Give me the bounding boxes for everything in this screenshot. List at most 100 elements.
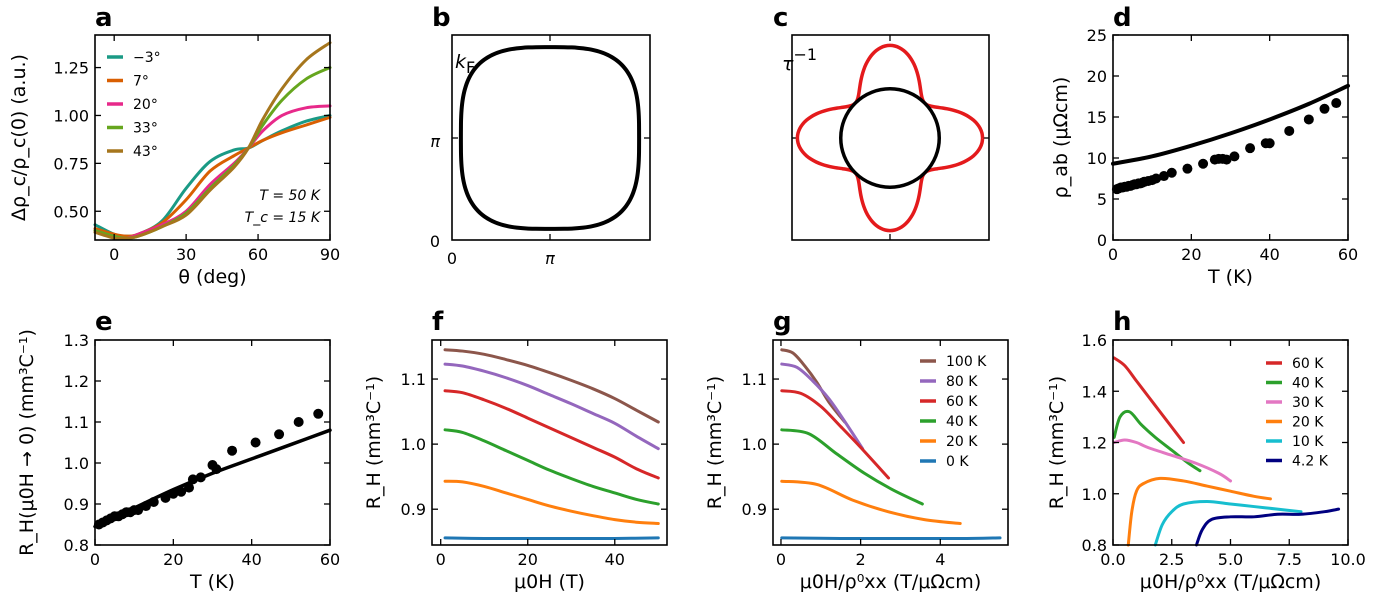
ytick-label-a: 0.75 (53, 154, 89, 173)
xtick-label-a: 90 (320, 245, 340, 264)
xtick-label-e: 0 (90, 550, 100, 569)
ytick-label-g: 1.1 (742, 370, 767, 389)
panel-label-c: c (773, 3, 788, 33)
legend-label-h: 60 K (1292, 356, 1324, 372)
legend-label-g: 0 K (946, 454, 969, 470)
ytick-label-d: 20 (1087, 67, 1107, 86)
panel-label-b: b (432, 3, 451, 33)
panel-b-ytick-0: 0 (430, 232, 440, 251)
data-point-e (160, 492, 171, 503)
annotation-tc: T_c = 15 K (245, 210, 322, 226)
legend-label-h: 40 K (1292, 376, 1324, 392)
ytick-label-d: 5 (1097, 190, 1107, 209)
xtick-label-d: 40 (1259, 245, 1279, 264)
panel-label-a: a (95, 3, 113, 33)
y-axis-label-h: R_H (mm³C⁻¹) (1046, 376, 1068, 509)
series-line-h (1112, 409, 1202, 473)
data-point-d (1158, 171, 1169, 182)
xtick-label-a: 30 (176, 245, 196, 264)
xtick-label-h: 7.5 (1277, 550, 1302, 569)
x-axis-label-a: θ (deg) (178, 266, 246, 288)
legend-label-h: 10 K (1292, 434, 1324, 450)
data-point-d (1264, 138, 1275, 149)
x-axis-label-d: T (K) (1207, 266, 1253, 288)
data-point-d (1182, 163, 1193, 174)
series-line-h (1194, 507, 1341, 547)
xtick-label-h: 10.0 (1330, 550, 1366, 569)
ytick-label-h: 0.8 (1082, 536, 1107, 555)
legend-label-a: 20° (133, 97, 158, 113)
ytick-label-h: 1.6 (1082, 331, 1107, 350)
series-line-g (780, 348, 847, 424)
ytick-label-e: 0.9 (64, 495, 89, 514)
y-axis-label-a: Δρ_c/ρ_c(0) (a.u.) (8, 54, 30, 221)
ytick-label-a: 1.25 (53, 59, 89, 78)
xtick-label-e: 20 (163, 550, 183, 569)
data-point-e (168, 488, 179, 499)
data-point-e (176, 486, 187, 497)
annotation-temperature: T = 50 K (259, 188, 321, 204)
xtick-label-a: 0 (109, 245, 119, 264)
ytick-label-a: 1.00 (53, 106, 89, 125)
series-line-h (1153, 499, 1303, 547)
series-line-h (1112, 438, 1232, 483)
legend-label-a: 7° (133, 74, 149, 90)
series-line-g (780, 536, 1002, 541)
series-line-a (93, 41, 332, 241)
panel-label-d: d (1113, 3, 1132, 33)
legend-label-g: 40 K (946, 414, 978, 430)
panel-b-xtick-pi: π (545, 249, 555, 268)
ytick-label-h: 1.4 (1082, 382, 1107, 401)
ytick-label-d: 0 (1097, 231, 1107, 250)
data-point-e (250, 437, 261, 448)
xtick-label-d: 60 (1338, 245, 1358, 264)
ytick-label-d: 15 (1087, 108, 1107, 127)
xtick-label-g: 4 (935, 550, 945, 569)
data-point-d (1319, 103, 1330, 114)
panel-label-e: e (95, 307, 113, 337)
ytick-label-h: 1.0 (1082, 485, 1107, 504)
data-point-e (133, 505, 144, 516)
kf-label: kF (455, 51, 475, 77)
ytick-label-a: 0.50 (53, 202, 89, 221)
xtick-label-h: 0.0 (1100, 550, 1125, 569)
data-point-e (148, 496, 159, 507)
panel-b-ytick-pi: π (430, 132, 440, 151)
legend-label-g: 100 K (946, 354, 987, 370)
plot-frame-a (94, 34, 331, 241)
series-line-h (1112, 356, 1185, 444)
data-point-d (1221, 154, 1232, 165)
data-point-e (140, 501, 151, 512)
data-point-e (313, 408, 324, 419)
xtick-label-g: 0 (776, 550, 786, 569)
data-point-e (184, 482, 194, 493)
xtick-label-f: 20 (518, 550, 538, 569)
plot-frame-d (1112, 34, 1349, 241)
ytick-label-e: 1.3 (64, 331, 89, 350)
xtick-label-a: 60 (248, 245, 268, 264)
data-point-e (187, 474, 198, 485)
panel-label-h: h (1113, 307, 1132, 337)
legend-label-h: 20 K (1292, 415, 1324, 431)
series-line-g (780, 479, 962, 526)
plot-layer: 0 30 60 900.500.751.001.25θ (deg)Δρ_c/ρ_c(0… (8, 26, 1366, 593)
ytick-label-e: 1.1 (64, 413, 89, 432)
ytick-label-f: 1.0 (401, 435, 426, 454)
x-axis-label-e: T (K) (189, 571, 235, 593)
data-point-d (1229, 151, 1240, 162)
data-point-e (293, 417, 304, 427)
series-line-f (443, 479, 660, 526)
x-axis-label-g: μ0H/ρ⁰xx (T/μΩcm) (800, 571, 981, 593)
isotropic-scattering-curve (839, 87, 941, 189)
plot-frame-c (791, 34, 990, 241)
data-point-e (227, 445, 238, 456)
series-line-g (780, 389, 891, 480)
legend-label-h: 30 K (1292, 395, 1324, 411)
legend-label-h: 4.2 K (1292, 454, 1329, 470)
xtick-label-h: 2.5 (1159, 550, 1184, 569)
legend-label-a: 33° (133, 121, 158, 137)
xtick-label-h: 5.0 (1218, 550, 1243, 569)
series-line-h (1126, 476, 1272, 547)
data-point-e (274, 429, 285, 440)
